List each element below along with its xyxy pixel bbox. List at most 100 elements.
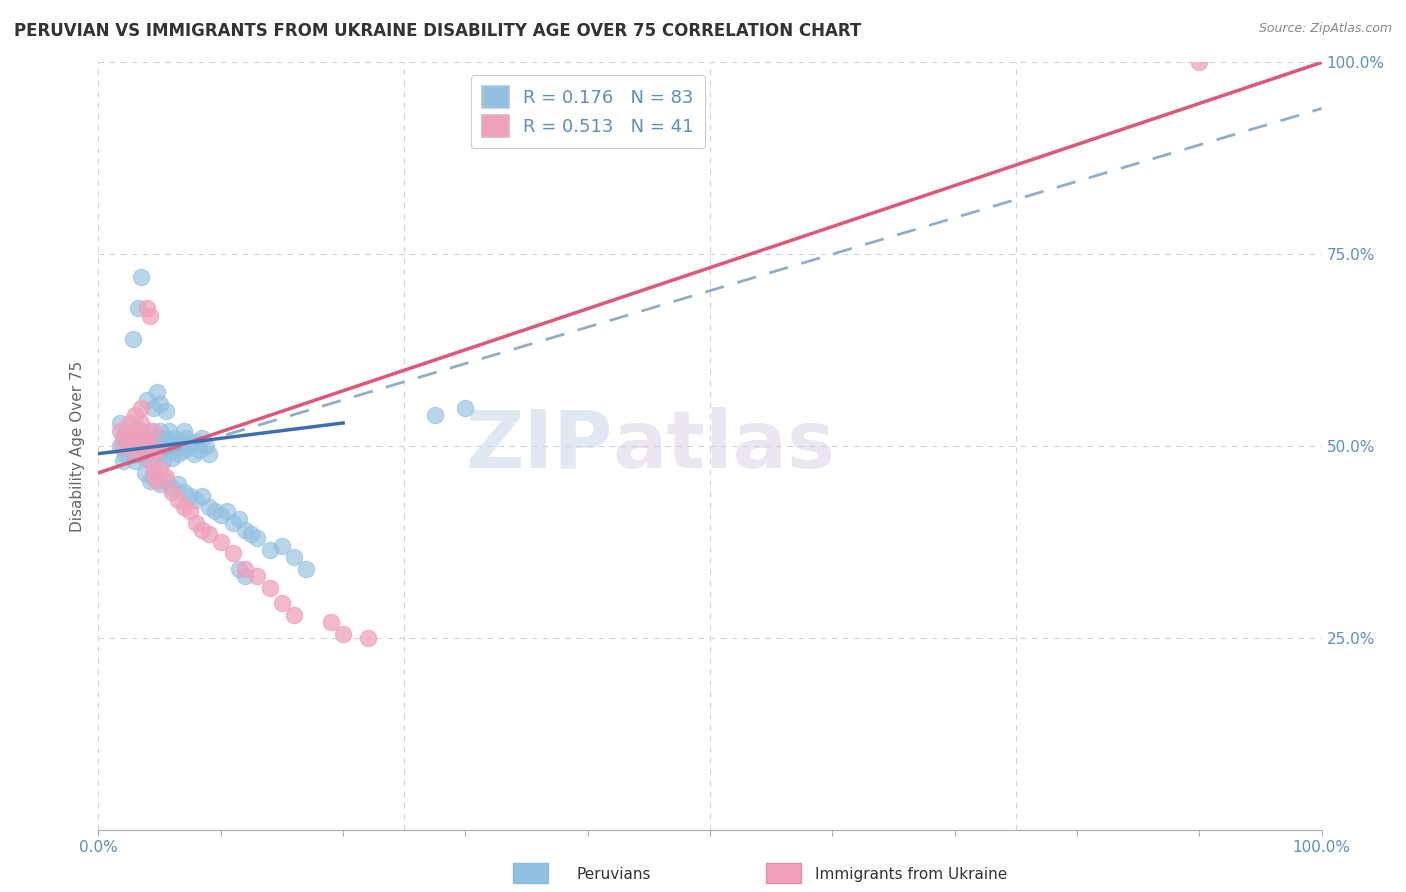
Point: [167, 439, 190, 453]
Point: [197, 527, 219, 541]
Point: [191, 489, 214, 503]
Point: [160, 481, 183, 495]
Point: [259, 581, 281, 595]
Point: [142, 442, 165, 457]
Point: [157, 435, 180, 450]
Point: [186, 492, 208, 507]
Point: [124, 409, 146, 423]
Point: [121, 332, 143, 346]
Point: [179, 489, 201, 503]
Point: [155, 431, 177, 445]
Point: [197, 447, 219, 461]
Point: [228, 562, 250, 576]
Point: [152, 442, 174, 457]
Point: [142, 424, 165, 438]
Point: [121, 442, 143, 457]
Legend: R = 0.176   N = 83, R = 0.513   N = 41: R = 0.176 N = 83, R = 0.513 N = 41: [471, 75, 704, 148]
Point: [186, 435, 208, 450]
Point: [149, 439, 172, 453]
Point: [167, 447, 190, 461]
Point: [136, 431, 159, 445]
Point: [118, 442, 141, 457]
Point: [146, 442, 169, 457]
Point: [197, 500, 219, 515]
Point: [124, 439, 146, 453]
Text: Immigrants from Ukraine: Immigrants from Ukraine: [815, 867, 1008, 881]
Point: [114, 424, 136, 438]
Point: [356, 631, 378, 645]
Point: [209, 534, 232, 549]
Point: [155, 474, 177, 488]
Point: [134, 450, 156, 465]
Point: [283, 550, 305, 565]
Point: [149, 477, 172, 491]
Point: [233, 524, 256, 538]
Point: [295, 562, 318, 576]
Point: [246, 569, 269, 583]
Point: [222, 546, 245, 560]
Point: [146, 474, 169, 488]
Point: [124, 435, 146, 450]
Point: [129, 270, 152, 285]
Point: [240, 527, 263, 541]
Point: [110, 439, 132, 453]
Text: Source: ZipAtlas.com: Source: ZipAtlas.com: [1258, 22, 1392, 36]
Point: [270, 596, 294, 610]
Point: [187, 442, 209, 457]
Point: [146, 447, 169, 461]
Point: [170, 435, 193, 450]
Point: [111, 431, 134, 445]
Point: [127, 301, 149, 315]
Point: [179, 504, 201, 518]
Point: [191, 524, 214, 538]
Point: [270, 539, 294, 553]
Point: [142, 454, 165, 468]
Point: [139, 454, 162, 468]
Point: [139, 474, 162, 488]
Point: [149, 462, 172, 476]
Point: [124, 454, 146, 468]
Point: [173, 500, 195, 515]
Point: [155, 439, 177, 453]
Point: [246, 531, 269, 545]
Point: [204, 504, 226, 518]
Point: [195, 439, 218, 453]
Point: [173, 442, 195, 457]
Point: [152, 454, 174, 468]
Point: [136, 301, 159, 315]
Point: [121, 431, 143, 445]
Point: [142, 401, 165, 415]
Point: [136, 392, 159, 407]
Y-axis label: Disability Age Over 75: Disability Age Over 75: [70, 360, 86, 532]
Point: [127, 424, 149, 438]
Point: [319, 615, 342, 630]
Point: [176, 431, 198, 445]
Point: [129, 424, 152, 438]
Point: [110, 424, 132, 438]
Point: [1188, 55, 1211, 70]
Point: [129, 416, 152, 430]
Point: [134, 442, 156, 457]
Point: [157, 424, 180, 438]
Point: [129, 439, 152, 453]
Point: [149, 397, 172, 411]
Point: [233, 569, 256, 583]
Point: [332, 627, 354, 641]
Point: [173, 485, 195, 500]
Point: [155, 404, 177, 418]
Point: [111, 439, 134, 453]
Point: [114, 447, 136, 461]
Point: [118, 416, 141, 430]
Point: [146, 385, 169, 400]
Point: [160, 442, 183, 457]
Point: [155, 469, 177, 483]
Point: [139, 435, 162, 450]
Text: Peruvians: Peruvians: [576, 867, 651, 881]
Point: [209, 508, 232, 522]
Point: [222, 516, 245, 530]
Point: [142, 466, 165, 480]
Point: [167, 492, 190, 507]
Point: [121, 427, 143, 442]
Point: [186, 516, 208, 530]
Point: [146, 431, 169, 445]
